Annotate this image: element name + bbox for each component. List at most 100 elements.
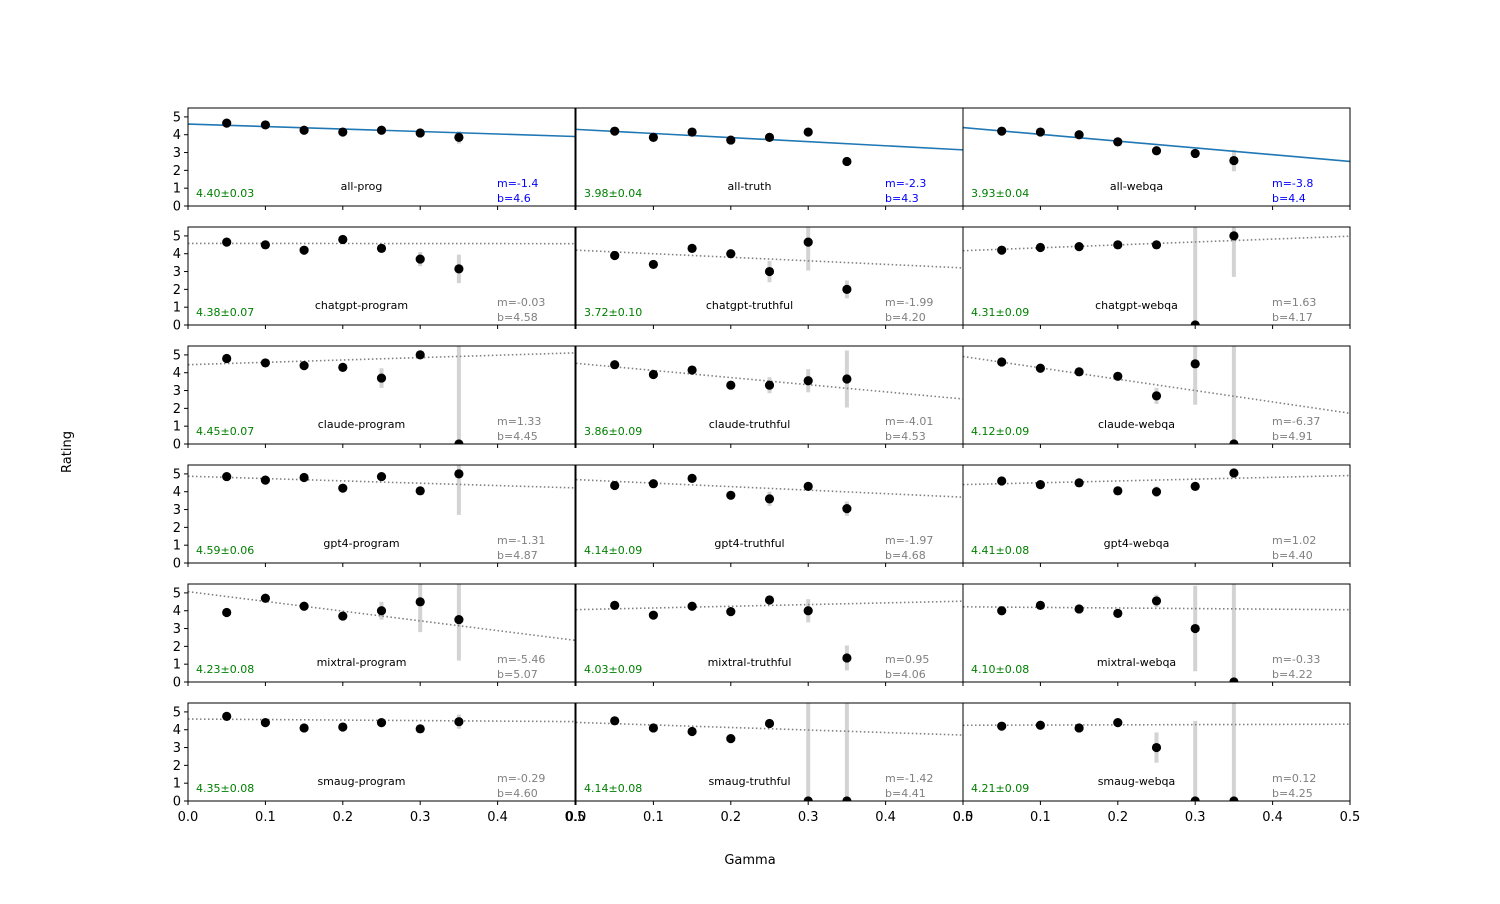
y-tick-label: 5 (173, 348, 181, 363)
fit-line (963, 128, 1350, 162)
data-point (842, 157, 851, 166)
data-point (610, 251, 619, 260)
data-point (300, 602, 309, 611)
mean-annotation: 4.59±0.06 (196, 544, 254, 557)
mean-annotation: 3.98±0.04 (584, 187, 642, 200)
data-point (1113, 718, 1122, 727)
data-point (1191, 624, 1200, 633)
data-point (338, 484, 347, 493)
data-point (454, 469, 463, 478)
x-tick-label: 0.4 (1262, 810, 1283, 825)
panel-plot-area (576, 214, 963, 299)
slope-annotation: m=-3.8 (1272, 177, 1313, 190)
y-tick-label: 4 (173, 604, 181, 619)
intercept-annotation: b=4.3 (885, 192, 919, 205)
panel-label: smaug-truthful (708, 775, 790, 788)
data-point (1229, 231, 1238, 240)
data-point (688, 727, 697, 736)
panel-plot-area (576, 127, 963, 166)
data-point (377, 244, 386, 253)
fit-line (963, 607, 1350, 610)
fit-line (963, 724, 1350, 725)
x-tick-label: 0.5 (1340, 810, 1361, 825)
mean-annotation: 4.40±0.03 (196, 187, 254, 200)
intercept-annotation: b=4.4 (1272, 192, 1306, 205)
y-tick-label: 2 (173, 521, 181, 536)
data-point (649, 611, 658, 620)
slope-annotation: m=-0.33 (1272, 653, 1320, 666)
intercept-annotation: b=4.41 (885, 787, 926, 800)
data-point (997, 246, 1006, 255)
panel-label: mixtral-webqa (1097, 656, 1176, 669)
x-tick-label: 0.4 (875, 810, 896, 825)
y-tick-label: 4 (173, 485, 181, 500)
panel-label: all-prog (341, 180, 383, 193)
panel-plot-area (188, 119, 575, 144)
data-point (1113, 372, 1122, 381)
data-point (688, 474, 697, 483)
intercept-annotation: b=4.40 (1272, 549, 1313, 562)
data-point (804, 238, 813, 247)
slope-annotation: m=1.33 (497, 415, 541, 428)
y-tick-label: 1 (173, 658, 181, 673)
x-tick-label: 0.1 (255, 810, 276, 825)
x-tick-label: 0.0 (953, 810, 974, 825)
data-point (1075, 367, 1084, 376)
slope-annotation: m=-1.97 (885, 534, 933, 547)
y-tick-label: 5 (173, 586, 181, 601)
data-point (1152, 596, 1161, 605)
data-point (222, 472, 231, 481)
y-tick-label: 3 (173, 146, 181, 161)
data-point (1113, 137, 1122, 146)
panel-label: mixtral-program (317, 656, 407, 669)
slope-annotation: m=-1.99 (885, 296, 933, 309)
data-point (1075, 604, 1084, 613)
intercept-annotation: b=4.25 (1272, 787, 1313, 800)
y-tick-label: 4 (173, 128, 181, 143)
intercept-annotation: b=4.91 (1272, 430, 1313, 443)
data-point (416, 128, 425, 137)
data-point (338, 363, 347, 372)
data-point (377, 472, 386, 481)
data-point (610, 127, 619, 136)
y-tick-label: 3 (173, 741, 181, 756)
data-point (842, 374, 851, 383)
panel-label: smaug-webqa (1098, 775, 1176, 788)
x-tick-label: 0.1 (1030, 810, 1051, 825)
panel-label: claude-webqa (1098, 418, 1175, 431)
y-tick-label: 0 (173, 438, 181, 453)
data-point (804, 482, 813, 491)
data-point (649, 260, 658, 269)
intercept-annotation: b=5.07 (497, 668, 538, 681)
data-point (765, 719, 774, 728)
data-point (765, 133, 774, 142)
data-point (1113, 240, 1122, 249)
data-point (726, 249, 735, 258)
data-point (1152, 240, 1161, 249)
y-tick-label: 4 (173, 247, 181, 262)
intercept-annotation: b=4.53 (885, 430, 926, 443)
data-point (726, 135, 735, 144)
slope-annotation: m=1.63 (1272, 296, 1316, 309)
y-tick-label: 0 (173, 795, 181, 810)
data-point (1113, 609, 1122, 618)
data-point (261, 358, 270, 367)
y-tick-label: 2 (173, 640, 181, 655)
intercept-annotation: b=4.06 (885, 668, 926, 681)
panel-label: chatgpt-truthful (706, 299, 793, 312)
x-tick-label: 0.0 (566, 810, 587, 825)
data-point (300, 473, 309, 482)
mean-annotation: 4.14±0.08 (584, 782, 642, 795)
mean-annotation: 4.23±0.08 (196, 663, 254, 676)
data-point (222, 354, 231, 363)
data-point (804, 127, 813, 136)
data-point (416, 254, 425, 263)
x-axis-label: Gamma (724, 853, 775, 868)
panel-label: claude-program (318, 418, 406, 431)
panel-label: gpt4-webqa (1104, 537, 1170, 550)
data-point (338, 235, 347, 244)
panel-label: claude-truthful (709, 418, 791, 431)
